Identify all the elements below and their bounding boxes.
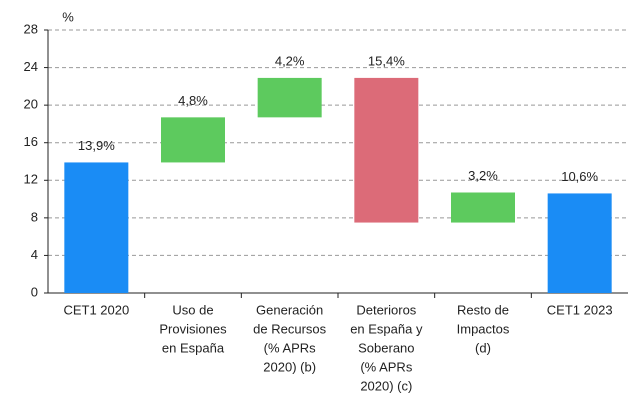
x-tick-label: 2020) (c) [360,378,412,393]
x-tick-label: de Recursos [253,321,326,336]
x-tick-label: Soberano [358,340,414,355]
x-tick-label: Deterioros [356,302,416,317]
x-tick-label: Generación [256,302,323,317]
x-tick-label: en España [162,340,225,355]
value-label: 4,2% [275,53,305,68]
bar [547,193,612,293]
x-tick-label: Resto de [457,302,509,317]
y-tick-label: 12 [24,172,38,187]
x-tick-label: (% APRs [360,359,413,374]
y-tick-label: 8 [31,209,38,224]
x-tick-label: Uso de [172,302,213,317]
value-label: 3,2% [468,168,498,183]
bar [451,192,515,223]
y-tick-label: 4 [31,247,38,262]
bar [257,77,322,118]
bar [64,162,129,293]
x-tick-label: 2020) (b) [263,359,316,374]
y-tick-label: 20 [24,97,38,112]
bar [354,77,419,223]
value-label: 13,9% [78,138,115,153]
y-axis-label: % [62,9,74,24]
x-tick-label: CET1 2020 [63,302,129,317]
y-tick-label: 16 [24,134,38,149]
x-tick-label: Impactos [457,321,510,336]
value-label: 4,8% [178,93,208,108]
value-label: 10,6% [561,169,598,184]
x-tick-label: CET1 2023 [547,302,613,317]
value-label: 15,4% [368,53,405,68]
x-tick-label: (% APRs [264,340,317,355]
y-tick-label: 28 [24,21,38,36]
x-tick-label: en España y [350,321,423,336]
y-tick-label: 24 [24,59,38,74]
x-tick-label: Provisiones [159,321,227,336]
y-tick-label: 0 [31,284,38,299]
bar [161,117,225,163]
x-tick-label: (d) [475,340,491,355]
